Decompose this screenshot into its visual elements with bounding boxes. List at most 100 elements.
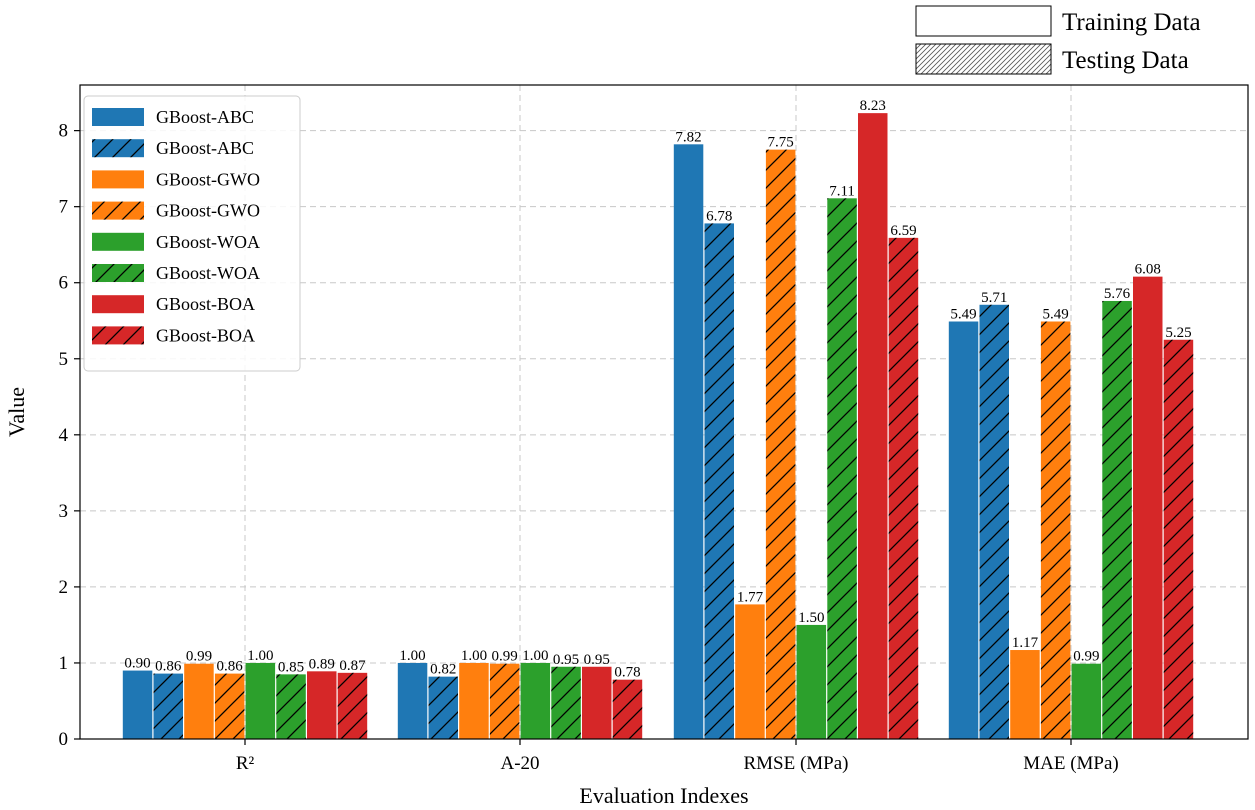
pattern-legend-label: Testing Data <box>1062 47 1189 74</box>
bar <box>122 670 153 739</box>
legend-label: GBoost-GWO <box>156 169 260 189</box>
bar <box>520 662 551 739</box>
data-label: 1.00 <box>247 648 273 664</box>
legend-swatch-hatch <box>92 201 144 220</box>
bar-hatch <box>704 223 734 739</box>
bar-hatch <box>979 304 1009 739</box>
data-label: 1.00 <box>522 648 548 664</box>
data-label: 0.89 <box>309 656 335 672</box>
y-tick-label: 8 <box>59 121 69 142</box>
data-label: 1.00 <box>461 648 487 664</box>
legend-swatch <box>92 232 144 251</box>
legend-swatch-hatch <box>92 139 144 158</box>
legend-swatch-hatch <box>92 326 144 345</box>
bar <box>184 663 214 739</box>
y-tick-label: 0 <box>59 729 69 750</box>
data-label: 5.76 <box>1104 286 1131 302</box>
data-label: 5.49 <box>950 307 976 323</box>
pattern-legend-label: Training Data <box>1062 9 1201 36</box>
bar <box>796 624 827 739</box>
bar <box>1071 663 1102 739</box>
x-tick-label: A-20 <box>500 753 539 774</box>
bar <box>459 662 489 739</box>
bar-hatch <box>888 237 919 739</box>
series-legend: GBoost-ABC GBoost-ABC GBoost-GWO GBoost-GWO… <box>83 95 301 372</box>
x-axis: R² A-20 RMSE (MPa) MAE (MPa) <box>236 739 1119 774</box>
bar-hatch <box>765 149 796 740</box>
data-label: 1.77 <box>737 589 764 605</box>
bar <box>245 662 276 739</box>
bars-layer <box>122 113 1194 740</box>
bar <box>1133 276 1163 739</box>
bar-hatch <box>214 673 245 739</box>
data-label: 5.71 <box>981 290 1007 306</box>
bar-hatch <box>428 676 458 739</box>
y-axis: 0 1 2 3 4 5 6 7 8 <box>59 121 80 750</box>
bar-hatch <box>276 674 306 739</box>
bar-hatch <box>337 672 368 739</box>
data-label: 6.78 <box>706 208 732 224</box>
data-label: 0.78 <box>614 665 640 681</box>
y-tick-label: 5 <box>59 349 69 370</box>
x-axis-title: Evaluation Indexes <box>579 783 748 808</box>
legend-label: GBoost-ABC <box>156 138 254 158</box>
data-label: 0.90 <box>124 656 150 672</box>
legend-swatch <box>92 295 144 314</box>
legend-swatch <box>92 170 144 189</box>
pattern-legend-swatch <box>915 43 1052 75</box>
bar <box>948 321 979 739</box>
legend-label: GBoost-WOA <box>156 232 260 252</box>
y-tick-label: 7 <box>59 197 69 218</box>
bar <box>582 666 612 739</box>
legend-label: GBoost-WOA <box>156 263 260 283</box>
bar-hatch <box>489 663 520 739</box>
data-label: 0.99 <box>186 649 212 665</box>
bar-hatch <box>612 679 643 739</box>
data-label: 7.75 <box>768 135 794 151</box>
y-tick-label: 2 <box>59 577 69 598</box>
data-label: 0.95 <box>553 652 579 668</box>
data-label: 1.50 <box>798 610 824 626</box>
legend-label: GBoost-BOA <box>156 294 255 314</box>
bar-hatch <box>1163 339 1194 739</box>
legend-swatch <box>92 108 144 126</box>
data-label: 0.86 <box>217 659 244 675</box>
bar-hatch <box>1040 321 1071 739</box>
y-axis-title: Value <box>4 387 29 437</box>
bar-hatch <box>551 666 581 739</box>
data-labels-layer: 0.90 1.007.825.490.86 0.826.785.710.99 1.00… <box>124 98 1191 681</box>
data-label: 0.99 <box>1073 649 1099 665</box>
bar-hatch <box>1102 300 1132 739</box>
data-label: 7.11 <box>829 183 855 199</box>
data-label: 7.82 <box>675 129 701 145</box>
bar <box>1010 650 1040 739</box>
y-tick-label: 1 <box>59 653 69 674</box>
bar <box>307 671 337 739</box>
data-label: 0.99 <box>492 649 518 665</box>
data-label: 1.00 <box>399 648 425 664</box>
data-label: 6.59 <box>890 223 916 239</box>
data-label: 0.95 <box>584 652 610 668</box>
bar <box>673 144 704 739</box>
bar-hatch <box>827 198 857 739</box>
bar-hatch <box>153 673 183 739</box>
legend-label: GBoost-ABC <box>156 107 254 127</box>
data-label: 0.82 <box>430 662 456 678</box>
legend-label: GBoost-GWO <box>156 201 260 221</box>
bar <box>397 662 428 739</box>
bar <box>858 113 888 739</box>
data-label: 0.86 <box>155 659 182 675</box>
x-tick-label: MAE (MPa) <box>1023 753 1119 774</box>
x-tick-label: R² <box>236 753 255 774</box>
plot-frame <box>79 84 1249 740</box>
data-label: 5.25 <box>1165 325 1191 341</box>
y-tick-label: 6 <box>59 273 69 294</box>
legend-swatch-hatch <box>92 264 144 282</box>
data-label: 0.87 <box>339 658 366 674</box>
data-label: 1.17 <box>1012 635 1039 651</box>
data-label: 6.08 <box>1135 262 1161 278</box>
y-tick-label: 3 <box>59 501 69 522</box>
data-label: 5.49 <box>1043 307 1069 323</box>
legend-label: GBoost-BOA <box>156 325 255 345</box>
